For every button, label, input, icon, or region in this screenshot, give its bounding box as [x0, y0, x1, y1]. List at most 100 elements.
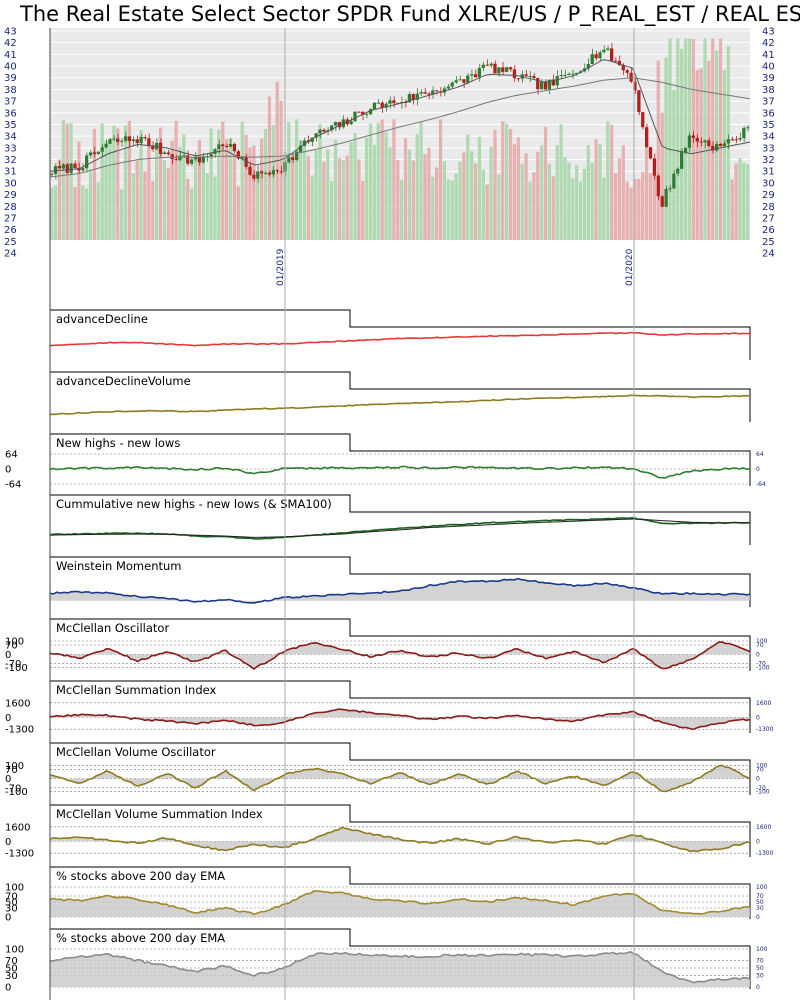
volume-bar: [240, 121, 244, 240]
volume-bar: [438, 119, 443, 240]
volume-bar: [287, 122, 291, 240]
candle-body: [547, 79, 552, 90]
candle-body: [162, 152, 167, 154]
candle-body: [314, 133, 318, 138]
candle-body: [551, 79, 555, 86]
volume-bar: [112, 125, 116, 240]
panel-axis-tick-left: 70: [5, 956, 18, 967]
candle-body: [96, 151, 100, 154]
volume-bar: [396, 160, 400, 240]
candle-body: [271, 170, 275, 175]
volume-bar: [528, 181, 532, 240]
price-axis-tick-left: 27: [4, 213, 17, 224]
volume-bar: [330, 180, 334, 240]
volume-bar: [493, 129, 497, 240]
volume-bar: [69, 123, 73, 240]
volume-bar: [104, 140, 108, 240]
panel-label: McClellan Summation Index: [56, 683, 217, 697]
volume-bar: [186, 178, 190, 240]
candle-body: [361, 111, 365, 115]
candle-body: [458, 79, 462, 81]
volume-bar: [368, 123, 373, 240]
price-axis-tick-right: 40: [762, 62, 775, 73]
volume-bar: [738, 158, 742, 240]
volume-bar: [435, 167, 439, 240]
candle-body: [217, 144, 221, 150]
candle-body: [392, 100, 396, 104]
candle-body: [536, 77, 540, 90]
candle-body: [715, 143, 719, 151]
price-axis-tick-right: 34: [762, 132, 775, 143]
panel-label: advanceDecline: [56, 312, 148, 326]
indicator-area: [50, 891, 750, 917]
price-axis-tick-right: 29: [762, 190, 775, 201]
panel-axis-tick-left: 0: [5, 983, 11, 994]
candle-body: [178, 155, 182, 161]
panel-label: Weinstein Momentum: [56, 559, 182, 573]
volume-bar: [147, 139, 151, 240]
volume-bar: [333, 139, 338, 240]
panel-axis-tick-left: 64: [5, 450, 18, 461]
volume-bar: [236, 186, 240, 240]
candle-body: [508, 67, 513, 70]
volume-bar: [711, 38, 715, 240]
volume-bar: [555, 145, 559, 240]
candle-body: [730, 139, 734, 141]
panel-label-tab: [50, 805, 350, 822]
price-axis-tick-left: 39: [4, 73, 17, 84]
candle-body: [228, 143, 233, 147]
candle-body: [613, 60, 618, 62]
candle-body: [57, 166, 62, 169]
candle-body: [590, 54, 594, 64]
price-axis-tick-left: 38: [4, 85, 17, 96]
panel-axis-tick-right: -64: [756, 481, 766, 488]
candle-body: [197, 157, 202, 163]
candle-body: [302, 140, 307, 146]
panel-label-tab: [50, 434, 350, 451]
volume-bar: [193, 155, 198, 240]
panel-axis-tick-right: -1300: [756, 850, 774, 857]
candle-body: [240, 156, 244, 159]
candle-body: [462, 79, 466, 83]
candle-body: [454, 80, 458, 83]
volume-bar: [458, 161, 462, 240]
panel-label-tab: [50, 743, 350, 760]
price-axis-tick-right: 36: [762, 108, 775, 119]
volume-bar: [57, 159, 62, 240]
candle-body: [637, 90, 641, 113]
candle-body: [193, 157, 198, 160]
volume-bar: [516, 137, 520, 240]
panel-label-tab: [50, 681, 350, 698]
panel-axis-tick-left: 50: [5, 964, 18, 975]
volume-bar: [349, 141, 353, 240]
volume-bar: [680, 48, 684, 240]
panel-axis-tick-left: 70: [5, 765, 18, 776]
candle-body: [263, 172, 268, 174]
price-axis-tick-right: 38: [762, 85, 775, 96]
volume-bar: [505, 123, 509, 240]
volume-bar: [419, 122, 423, 240]
price-axis-tick-right: 24: [762, 249, 775, 260]
panel-axis-tick-right: 70: [756, 767, 764, 774]
panel-axis-tick-left: 30: [5, 971, 18, 982]
volume-bar: [637, 178, 641, 240]
indicator-panels: advanceDecline advanceDeclineVolume New hi…: [5, 309, 774, 994]
volume-bar: [123, 125, 128, 240]
volume-bar: [411, 160, 415, 240]
candle-body: [135, 139, 139, 143]
indicator-line: [49, 890, 751, 916]
panel-label: % stocks above 200 day EMA: [56, 931, 225, 945]
candle-body: [333, 122, 338, 126]
candle-body: [571, 73, 575, 75]
candle-body: [450, 82, 454, 87]
indicator-line: [49, 641, 751, 671]
volume-bar: [271, 124, 275, 240]
volume-bar: [652, 171, 657, 240]
candle-body: [497, 67, 501, 74]
candle-body: [703, 140, 707, 143]
candle-body: [481, 64, 485, 68]
panel-axis-tick-left: -70: [5, 783, 21, 794]
